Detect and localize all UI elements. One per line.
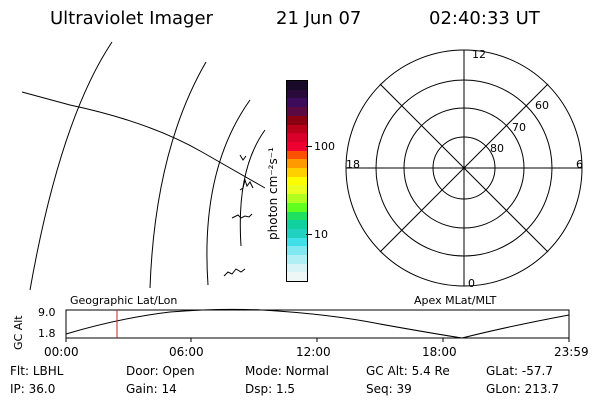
map-coast-1 xyxy=(239,178,254,191)
colorbar-swatch xyxy=(287,176,307,186)
timeline-xtick-label-2: 12:00 xyxy=(296,345,331,359)
map-lat-arc-3 xyxy=(206,99,251,286)
timeline-ylabel: GC Alt xyxy=(12,315,25,350)
status-flt: Flt: LBHL xyxy=(10,364,64,378)
polar-ring-80 xyxy=(432,136,496,200)
status-glat: GLat: -57.7 xyxy=(486,364,553,378)
polar-diag-1 xyxy=(379,83,549,253)
colorbar-swatch xyxy=(287,263,307,273)
timeline-xtick-label-3: 18:00 xyxy=(422,345,457,359)
status-glon: GLon: 213.7 xyxy=(486,382,559,396)
polar-diag-2 xyxy=(379,83,549,253)
lat-label-60: 60 xyxy=(535,99,549,112)
mlt-label-6: 6 xyxy=(576,158,583,171)
status-ip: IP: 36.0 xyxy=(10,382,56,396)
colorbar-swatch xyxy=(287,107,307,116)
colorbar-swatch xyxy=(287,150,307,160)
status-seq: Seq: 39 xyxy=(366,382,412,396)
colorbar-swatch xyxy=(287,202,307,212)
timeline-altitude-curve xyxy=(65,308,570,339)
colorbar-swatch xyxy=(287,194,307,203)
status-gc-alt: GC Alt: 5.4 Re xyxy=(366,364,450,378)
date-label: 21 Jun 07 xyxy=(276,8,362,29)
timeline-ytick-high: 9.0 xyxy=(38,306,56,319)
map-coast-3 xyxy=(231,213,253,219)
status-gain: Gain: 14 xyxy=(126,382,177,396)
polar-ring-outer xyxy=(345,49,583,287)
colorbar-swatch xyxy=(287,237,307,247)
colorbar-tick-100 xyxy=(306,146,312,147)
colorbar-swatch xyxy=(287,272,307,282)
status-door: Door: Open xyxy=(126,364,195,378)
map-lat-arc-4 xyxy=(239,129,266,247)
colorbar-swatch xyxy=(287,246,307,256)
polar-ring-70 xyxy=(403,107,525,229)
colorbar-swatch xyxy=(287,81,307,90)
timeline-left-title: Geographic Lat/Lon xyxy=(70,294,178,307)
mlt-label-0: 0 xyxy=(468,277,475,290)
timeline-right-title: Apex MLat/MLT xyxy=(414,294,497,307)
status-mode: Mode: Normal xyxy=(245,364,329,378)
colorbar-swatch xyxy=(287,185,307,195)
instrument-title: Ultraviolet Imager xyxy=(50,8,213,29)
colorbar-tick-label-100: 100 xyxy=(314,140,335,153)
colorbar-swatch xyxy=(287,159,307,169)
colorbar-swatch xyxy=(287,255,307,264)
lat-label-80: 80 xyxy=(490,142,504,155)
timeline-xtick-label-4: 23:59 xyxy=(554,345,589,359)
map-coast-4 xyxy=(223,268,246,277)
colorbar-tick-10 xyxy=(306,234,312,235)
colorbar-swatch xyxy=(287,89,307,99)
map-lon-line xyxy=(21,91,266,189)
colorbar-swatch xyxy=(287,98,307,108)
timeline-xtick-label-1: 06:00 xyxy=(169,345,204,359)
colorbar-swatch xyxy=(287,228,307,238)
mlt-label-12: 12 xyxy=(472,48,486,61)
time-label: 02:40:33 UT xyxy=(429,8,540,29)
colorbar-swatch xyxy=(287,124,307,134)
colorbar-swatch xyxy=(287,133,307,142)
timeline-ytick-low: 1.8 xyxy=(38,327,56,340)
map-lat-arc-1 xyxy=(29,41,113,291)
colorbar-swatch xyxy=(287,211,307,221)
colorbar-swatch xyxy=(287,115,307,125)
map-lat-arc-2 xyxy=(149,61,207,289)
mlt-label-18: 18 xyxy=(346,158,360,171)
colorbar xyxy=(286,80,308,282)
colorbar-tick-label-10: 10 xyxy=(314,228,328,241)
colorbar-unit-label: photon cm⁻²s⁻¹ xyxy=(266,147,280,240)
timeline-frame xyxy=(65,309,570,339)
polar-ring-60 xyxy=(375,79,553,257)
colorbar-swatch xyxy=(287,141,307,151)
colorbar-swatch xyxy=(287,220,307,229)
map-coast-2 xyxy=(239,154,247,161)
colorbar-swatch xyxy=(287,168,307,177)
lat-label-70: 70 xyxy=(512,121,526,134)
timeline-xtick-label-0: 00:00 xyxy=(44,345,79,359)
status-dsp: Dsp: 1.5 xyxy=(245,382,296,396)
